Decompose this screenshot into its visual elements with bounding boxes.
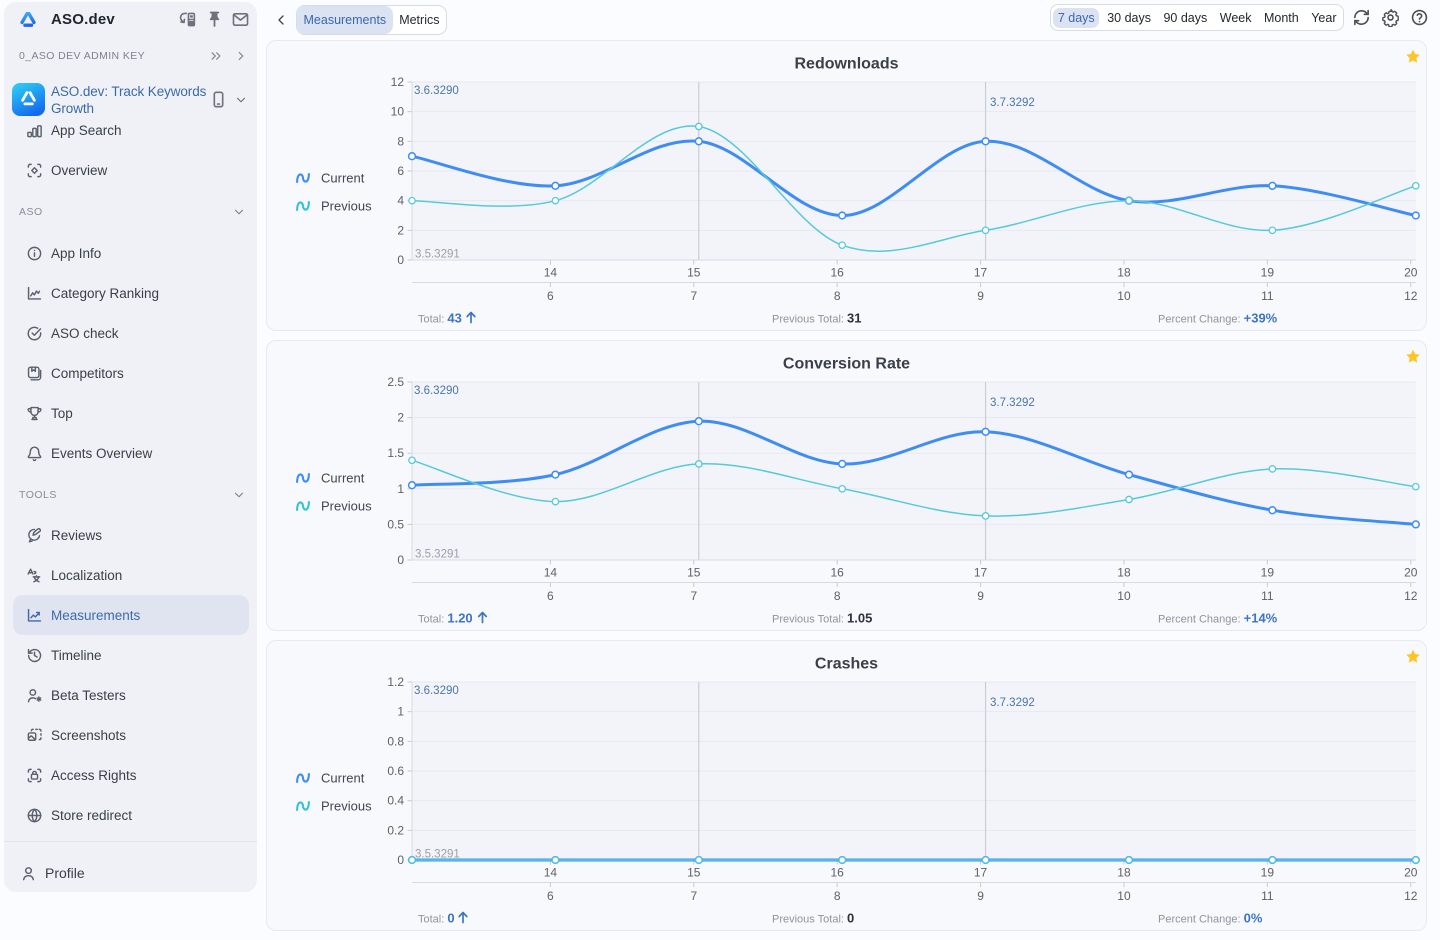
svg-text:Previous: Previous [321,499,372,514]
svg-text:11: 11 [1261,589,1274,603]
svg-text:3.6.3290: 3.6.3290 [414,685,459,697]
svg-text:8: 8 [834,289,841,303]
svg-text:18: 18 [1117,266,1131,280]
svg-text:1: 1 [397,482,404,496]
svg-text:Current: Current [321,171,365,186]
svg-text:Crashes: Crashes [815,656,878,673]
svg-text:6: 6 [547,289,554,303]
svg-text:10: 10 [391,105,405,119]
svg-text:Previous: Previous [321,199,372,214]
svg-text:1.2: 1.2 [387,675,404,689]
svg-text:0.2: 0.2 [387,823,404,837]
svg-text:Previous Total: 0: Previous Total: 0 [772,911,854,926]
svg-text:12: 12 [1404,889,1418,903]
svg-text:Previous Total: 31: Previous Total: 31 [772,311,861,326]
svg-text:10: 10 [1117,589,1131,603]
svg-text:9: 9 [977,889,984,903]
svg-text:12: 12 [1404,589,1418,603]
svg-text:9: 9 [977,289,984,303]
svg-text:Current: Current [321,771,365,786]
svg-text:16: 16 [831,566,845,580]
svg-text:Redownloads: Redownloads [794,56,898,73]
svg-text:20: 20 [1404,266,1418,280]
svg-text:15: 15 [687,866,701,880]
svg-text:6: 6 [547,589,554,603]
svg-text:20: 20 [1404,866,1418,880]
svg-text:6: 6 [547,889,554,903]
svg-text:3.6.3290: 3.6.3290 [414,385,459,397]
svg-text:18: 18 [1117,866,1131,880]
svg-text:4: 4 [397,194,404,208]
svg-text:3.5.3291: 3.5.3291 [415,549,460,561]
svg-text:11: 11 [1261,889,1274,903]
svg-text:3.6.3290: 3.6.3290 [414,85,459,97]
svg-text:3.5.3291: 3.5.3291 [415,849,460,861]
svg-text:Total: 43: Total: 43 [418,311,462,326]
svg-text:Total: 1.20: Total: 1.20 [418,611,473,626]
svg-text:Previous Total: 1.05: Previous Total: 1.05 [772,611,872,626]
svg-text:7: 7 [690,589,697,603]
svg-text:3.5.3291: 3.5.3291 [415,249,460,261]
svg-text:17: 17 [974,266,988,280]
svg-text:19: 19 [1261,566,1275,580]
svg-text:14: 14 [544,866,558,880]
svg-text:Previous: Previous [321,799,372,814]
svg-text:7: 7 [690,889,697,903]
svg-text:18: 18 [1117,566,1131,580]
svg-text:19: 19 [1261,866,1275,880]
svg-text:0: 0 [397,253,404,267]
svg-text:17: 17 [974,566,988,580]
svg-text:Percent Change: +39%: Percent Change: +39% [1158,311,1278,326]
svg-text:2.5: 2.5 [387,375,404,389]
svg-text:10: 10 [1117,289,1131,303]
svg-text:1: 1 [397,705,404,719]
svg-text:3.7.3292: 3.7.3292 [990,697,1035,709]
svg-text:0: 0 [397,853,404,867]
svg-text:14: 14 [544,566,558,580]
svg-text:Conversion Rate: Conversion Rate [783,356,910,373]
svg-text:17: 17 [974,866,988,880]
svg-text:12: 12 [1404,289,1418,303]
svg-text:14: 14 [544,266,558,280]
svg-text:15: 15 [687,566,701,580]
svg-text:8: 8 [397,134,404,148]
svg-text:0.6: 0.6 [387,764,404,778]
svg-text:15: 15 [687,266,701,280]
svg-text:19: 19 [1261,266,1275,280]
svg-text:9: 9 [977,589,984,603]
svg-text:0.5: 0.5 [387,517,404,531]
svg-text:3.7.3292: 3.7.3292 [990,397,1035,409]
svg-text:0.4: 0.4 [387,794,404,808]
svg-text:8: 8 [834,589,841,603]
svg-text:3.7.3292: 3.7.3292 [990,97,1035,109]
svg-text:0.8: 0.8 [387,734,404,748]
svg-text:8: 8 [834,889,841,903]
svg-text:Percent Change: 0%: Percent Change: 0% [1158,911,1263,926]
svg-text:11: 11 [1261,289,1274,303]
svg-text:10: 10 [1117,889,1131,903]
svg-text:16: 16 [831,866,845,880]
svg-text:0: 0 [397,553,404,567]
svg-text:Current: Current [321,471,365,486]
svg-text:20: 20 [1404,566,1418,580]
svg-text:2: 2 [397,223,404,237]
svg-text:7: 7 [690,289,697,303]
svg-text:1.5: 1.5 [387,446,404,460]
svg-text:12: 12 [391,75,405,89]
svg-text:2: 2 [397,411,404,425]
svg-text:6: 6 [397,164,404,178]
svg-text:Total: 0: Total: 0 [418,911,455,926]
svg-text:16: 16 [831,266,845,280]
svg-text:Percent Change: +14%: Percent Change: +14% [1158,611,1278,626]
